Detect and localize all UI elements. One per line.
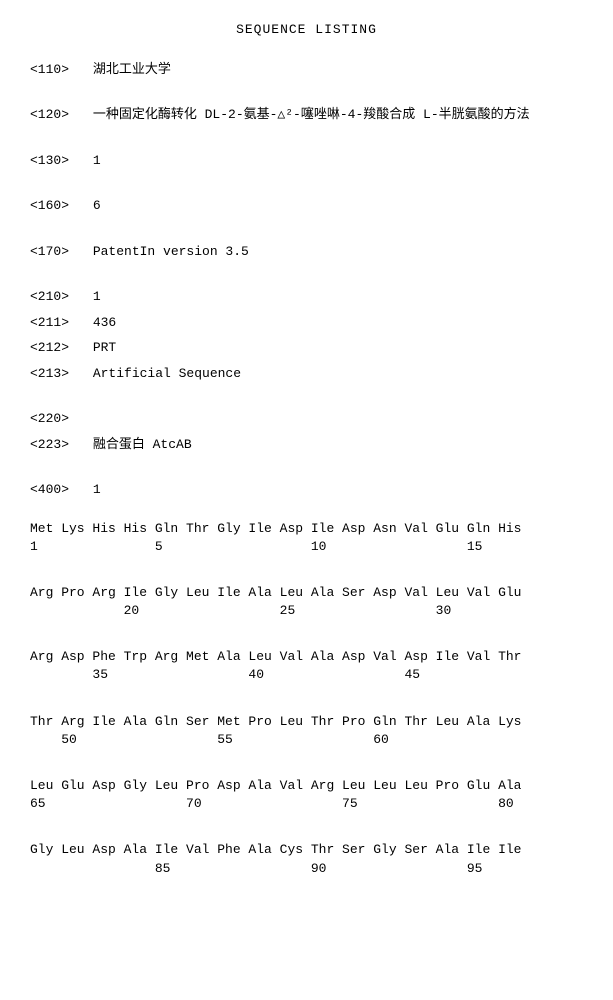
seq-num-row: 35 40 45 (30, 666, 583, 684)
tag-170: <170> (30, 242, 85, 262)
seq-num-row: 20 25 30 (30, 602, 583, 620)
sequence-listing-title: SEQUENCE LISTING (30, 20, 583, 40)
header-120: <120> 一种固定化酶转化 DL-2-氨基-△²-噻唑啉-4-羧酸合成 L-半… (30, 105, 583, 125)
header-160: <160> 6 (30, 196, 583, 216)
value-223: 融合蛋白 AtcAB (93, 437, 192, 452)
seq-aa-row: Gly Leu Asp Ala Ile Val Phe Ala Cys Thr … (30, 841, 583, 859)
tag-212: <212> (30, 338, 85, 358)
value-160: 6 (93, 198, 101, 213)
seq-aa-row: Thr Arg Ile Ala Gln Ser Met Pro Leu Thr … (30, 713, 583, 731)
seq-num-row: 65 70 75 80 (30, 795, 583, 813)
seq-aa-row: Met Lys His His Gln Thr Gly Ile Asp Ile … (30, 520, 583, 538)
header-170: <170> PatentIn version 3.5 (30, 242, 583, 262)
tag-110: <110> (30, 60, 85, 80)
value-211: 436 (93, 315, 116, 330)
seq-num-row: 1 5 10 15 (30, 538, 583, 556)
value-213: Artificial Sequence (93, 366, 241, 381)
header-110: <110> 湖北工业大学 (30, 60, 583, 80)
value-110: 湖北工业大学 (93, 62, 171, 77)
value-210: 1 (93, 289, 101, 304)
value-170: PatentIn version 3.5 (93, 244, 249, 259)
tag-220: <220> (30, 409, 85, 429)
value-120: 一种固定化酶转化 DL-2-氨基-△²-噻唑啉-4-羧酸合成 L-半胱氨酸的方法 (93, 107, 530, 122)
tag-211: <211> (30, 313, 85, 333)
seq-aa-row: Leu Glu Asp Gly Leu Pro Asp Ala Val Arg … (30, 777, 583, 795)
header-220: <220> (30, 409, 583, 429)
sequence-block-2: Arg Pro Arg Ile Gly Leu Ile Ala Leu Ala … (30, 584, 583, 620)
header-211: <211> 436 (30, 313, 583, 333)
tag-213: <213> (30, 364, 85, 384)
seq-num-row: 85 90 95 (30, 860, 583, 878)
value-400: 1 (93, 482, 101, 497)
header-223: <223> 融合蛋白 AtcAB (30, 435, 583, 455)
sequence-block-5: Leu Glu Asp Gly Leu Pro Asp Ala Val Arg … (30, 777, 583, 813)
tag-210: <210> (30, 287, 85, 307)
value-130: 1 (93, 153, 101, 168)
header-400: <400> 1 (30, 480, 583, 500)
seq-num-row: 50 55 60 (30, 731, 583, 749)
header-213: <213> Artificial Sequence (30, 364, 583, 384)
header-210: <210> 1 (30, 287, 583, 307)
sequence-block-4: Thr Arg Ile Ala Gln Ser Met Pro Leu Thr … (30, 713, 583, 749)
seq-aa-row: Arg Pro Arg Ile Gly Leu Ile Ala Leu Ala … (30, 584, 583, 602)
header-130: <130> 1 (30, 151, 583, 171)
tag-400: <400> (30, 480, 85, 500)
sequence-block-1: Met Lys His His Gln Thr Gly Ile Asp Ile … (30, 520, 583, 556)
tag-130: <130> (30, 151, 85, 171)
sequence-block-3: Arg Asp Phe Trp Arg Met Ala Leu Val Ala … (30, 648, 583, 684)
value-212: PRT (93, 340, 116, 355)
header-212: <212> PRT (30, 338, 583, 358)
seq-aa-row: Arg Asp Phe Trp Arg Met Ala Leu Val Ala … (30, 648, 583, 666)
sequence-block-6: Gly Leu Asp Ala Ile Val Phe Ala Cys Thr … (30, 841, 583, 877)
tag-120: <120> (30, 105, 85, 125)
tag-223: <223> (30, 435, 85, 455)
tag-160: <160> (30, 196, 85, 216)
